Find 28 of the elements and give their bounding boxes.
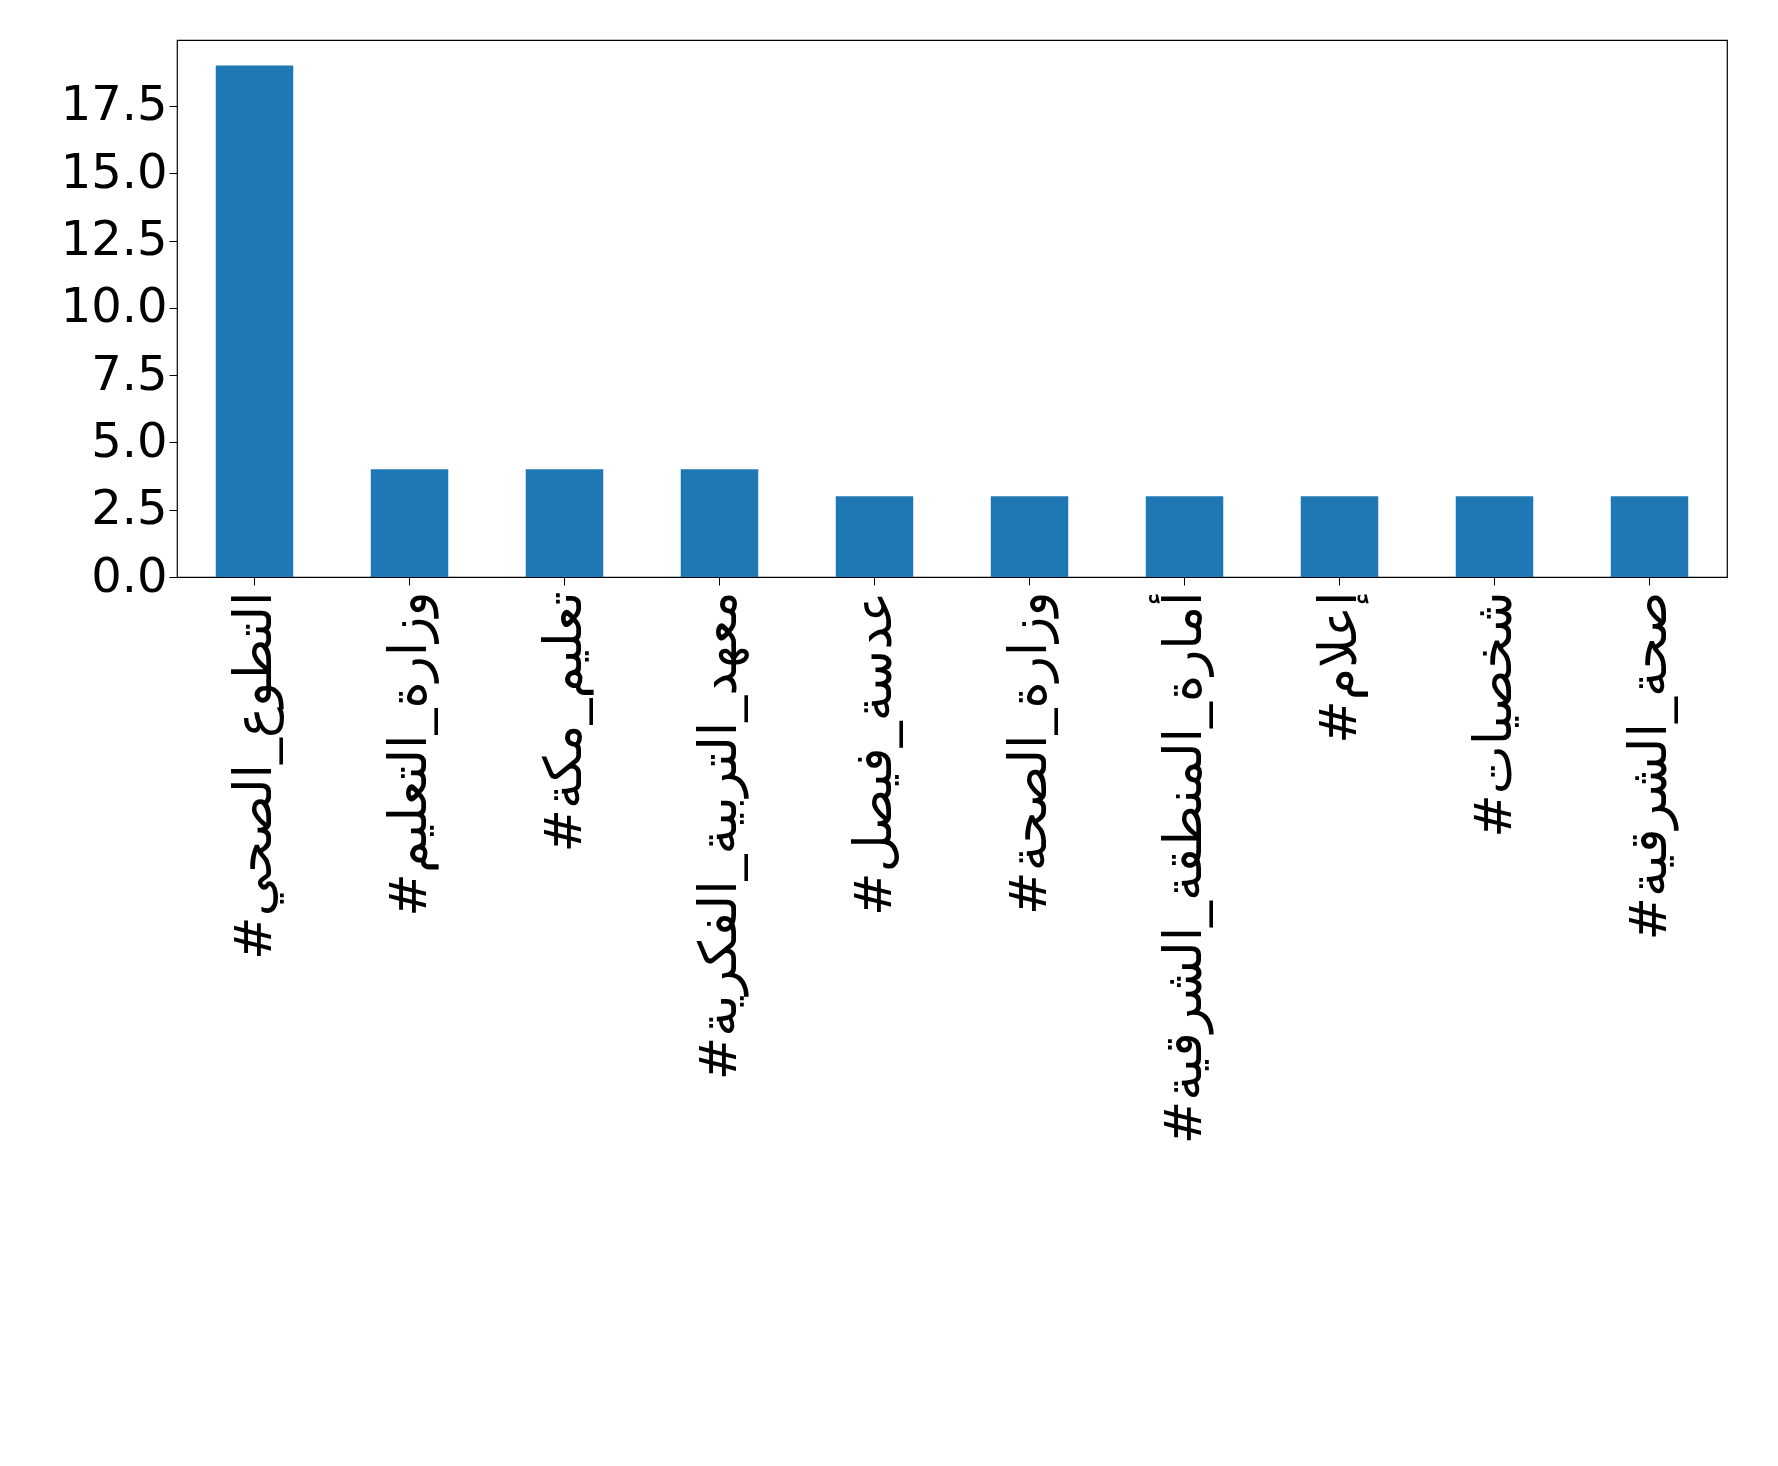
bar xyxy=(1610,496,1689,577)
y-tick-label: 2.5 xyxy=(91,479,168,536)
bar xyxy=(835,496,914,577)
bar xyxy=(370,469,449,577)
x-tick-label: #عدسة_فيصل xyxy=(842,591,903,916)
x-tick-label: #تعليم_مكة xyxy=(532,591,594,853)
x-tick-label: #معهد_التربية_الفكرية xyxy=(687,591,749,1081)
y-tick-label: 15.0 xyxy=(60,142,168,199)
y-tick-label: 17.5 xyxy=(60,75,168,132)
x-tick-label: #وزارة_الصحة xyxy=(997,591,1059,915)
y-tick-label: 0.0 xyxy=(91,546,168,603)
bar xyxy=(680,469,759,577)
x-tick-label: #وزارة_التعليم xyxy=(377,591,439,917)
y-tick-label: 7.5 xyxy=(91,344,168,401)
bar xyxy=(1300,496,1379,577)
bar xyxy=(990,496,1069,577)
bar xyxy=(1455,496,1534,577)
y-tick-label: 10.0 xyxy=(60,277,168,334)
x-tick-label: #أمارة_المنطقة_الشرقية xyxy=(1148,591,1214,1145)
x-tick-label: #صحة_الشرقية xyxy=(1617,591,1679,941)
x-tick-label: #التطوع_الصحي xyxy=(222,591,284,960)
y-tick-label: 12.5 xyxy=(60,210,168,267)
x-tick-label: #شخصيات xyxy=(1462,591,1523,838)
y-tick-label: 5.0 xyxy=(91,411,168,468)
bar xyxy=(525,469,604,577)
x-tick-label: #إعلام xyxy=(1307,591,1369,744)
bar xyxy=(215,65,294,577)
bar xyxy=(1145,496,1224,577)
